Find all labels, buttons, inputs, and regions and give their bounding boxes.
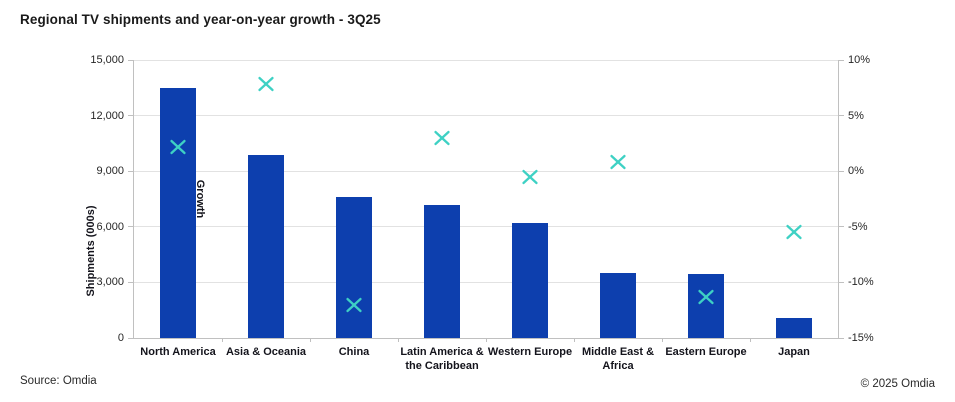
left-axis-tick-label: 3,000 xyxy=(96,276,124,289)
category-label: China xyxy=(338,346,370,358)
x-axis-tick xyxy=(661,338,663,342)
left-axis-tick xyxy=(128,170,134,172)
growth-x-marker xyxy=(169,139,187,155)
shipments-bar xyxy=(776,317,812,338)
copyright-note: © 2025 Omdia xyxy=(860,378,935,390)
right-axis-tick xyxy=(838,115,844,117)
shipments-bar xyxy=(688,274,724,338)
growth-x-marker xyxy=(521,169,539,185)
category-label: Asia & Oceania xyxy=(225,346,307,358)
right-axis-tick-label: 10% xyxy=(848,54,871,66)
category-label: Japan xyxy=(778,346,810,358)
gridline xyxy=(134,170,838,172)
x-axis-tick xyxy=(309,338,311,342)
category-label: Western Europe xyxy=(487,346,573,358)
right-axis-tick xyxy=(838,281,844,283)
left-axis-tick-label: 15,000 xyxy=(90,54,124,66)
right-axis-tick-label: -10% xyxy=(848,276,874,289)
right-axis-tick-label: 0% xyxy=(848,165,864,178)
shipments-bar xyxy=(512,223,548,338)
category-label: Latin America & the Caribbean xyxy=(400,346,484,372)
left-axis-tick xyxy=(128,59,134,61)
shipments-bar xyxy=(336,197,372,338)
growth-x-marker xyxy=(785,224,803,240)
source-note: Source: Omdia xyxy=(20,375,97,387)
left-axis-tick xyxy=(128,337,134,339)
right-axis-tick xyxy=(838,170,844,172)
growth-x-marker xyxy=(609,154,627,170)
right-axis-tick xyxy=(838,337,844,339)
right-axis-tick xyxy=(838,226,844,228)
growth-x-marker xyxy=(257,76,275,92)
left-axis-tick-label: 12,000 xyxy=(90,109,124,122)
left-axis-tick xyxy=(128,226,134,228)
gridline xyxy=(134,115,838,117)
right-axis-tick-label: -5% xyxy=(848,220,868,233)
left-axis-tick-label: 6,000 xyxy=(96,220,124,233)
plot-area: Shipments (000s) Growth 15,000 10% 12,000 5… xyxy=(85,54,874,372)
chart-title: Regional TV shipments and year-on-year g… xyxy=(20,12,381,27)
gridline xyxy=(134,281,838,283)
x-axis-tick xyxy=(749,338,751,342)
growth-x-marker xyxy=(433,130,451,146)
shipments-bar xyxy=(424,205,460,338)
x-axis-tick xyxy=(397,338,399,342)
growth-x-marker xyxy=(697,289,715,305)
x-axis-tick xyxy=(485,338,487,342)
shipments-bar xyxy=(600,273,636,338)
growth-x-marker xyxy=(345,297,363,313)
left-axis-tick xyxy=(128,281,134,283)
gridline xyxy=(134,59,838,61)
left-axis-tick xyxy=(128,115,134,117)
left-axis-tick-label: 9,000 xyxy=(96,165,124,178)
category-label: Middle East & Africa xyxy=(581,346,655,372)
left-axis-tick-label: 0 xyxy=(117,332,124,344)
right-axis-tick-label: -15% xyxy=(848,332,874,344)
x-axis-tick xyxy=(221,338,223,342)
shipments-bar xyxy=(160,87,196,338)
right-axis-tick xyxy=(838,59,844,61)
gridline xyxy=(134,226,838,228)
category-label: North America xyxy=(140,346,216,358)
right-axis-tick-label: 5% xyxy=(848,109,864,122)
category-label: Eastern Europe xyxy=(665,346,747,358)
x-axis-tick xyxy=(573,338,575,342)
shipments-bar xyxy=(248,154,284,338)
